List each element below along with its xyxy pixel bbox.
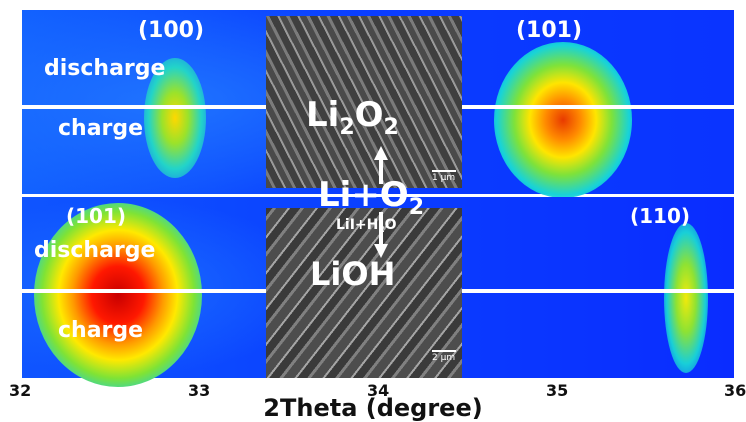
top-charge-label: charge xyxy=(58,116,144,141)
bottom-scale-label: 2 μm xyxy=(432,353,456,363)
x-tick-label: 34 xyxy=(367,381,390,400)
peak-110-lioh xyxy=(664,223,708,373)
top-discharge-label: discharge xyxy=(44,56,166,81)
bottom-scale-line xyxy=(432,350,456,352)
li2o2-base: Li xyxy=(306,95,340,135)
lioh-product-label: LiOH xyxy=(310,255,396,293)
li2o2-product-label: Li2O2 xyxy=(306,98,399,139)
additive-label: LiI+H2O xyxy=(336,218,397,235)
li2o2-mid: O xyxy=(354,95,384,135)
reactant-sub: 2 xyxy=(408,195,425,220)
top-right-peak-label: (101) xyxy=(516,18,583,43)
reactant-label: Li+O2 xyxy=(318,178,424,219)
x-tick-label: 32 xyxy=(9,381,32,400)
lioh-sem-image xyxy=(266,208,462,378)
li2o2-sem-image xyxy=(266,16,462,188)
down-arrow-shaft xyxy=(379,212,383,246)
additive-base: LiI+H xyxy=(336,217,379,233)
additive-sub: 2 xyxy=(378,225,385,235)
bottom-left-peak-label: (101) xyxy=(66,204,127,228)
bottom-charge-label: charge xyxy=(58,318,144,343)
peak-100-li2o2 xyxy=(144,58,206,178)
li2o2-sub2: 2 xyxy=(383,115,399,140)
up-arrow-icon xyxy=(374,146,388,160)
bottom-scale-bar: 2 μm xyxy=(432,350,456,363)
down-arrow-icon xyxy=(374,244,388,258)
x-axis-title: 2Theta (degree) xyxy=(263,394,483,422)
peak-101-lioh xyxy=(34,203,202,387)
peak-101-li2o2 xyxy=(494,42,632,198)
reactant-base: Li+O xyxy=(318,175,409,215)
top-scale-bar: 1 μm xyxy=(432,170,456,183)
x-tick-label: 36 xyxy=(724,381,746,400)
li2o2-sub1: 2 xyxy=(339,115,355,140)
x-tick-label: 35 xyxy=(546,381,569,400)
top-scale-line xyxy=(432,170,456,172)
x-tick-label: 33 xyxy=(188,381,211,400)
top-left-peak-label: (100) xyxy=(138,18,205,43)
bottom-right-peak-label: (110) xyxy=(630,204,691,228)
bottom-discharge-label: discharge xyxy=(34,238,156,263)
top-scale-label: 1 μm xyxy=(432,173,456,183)
additive-tail: O xyxy=(384,217,397,233)
up-arrow-shaft xyxy=(379,160,383,184)
